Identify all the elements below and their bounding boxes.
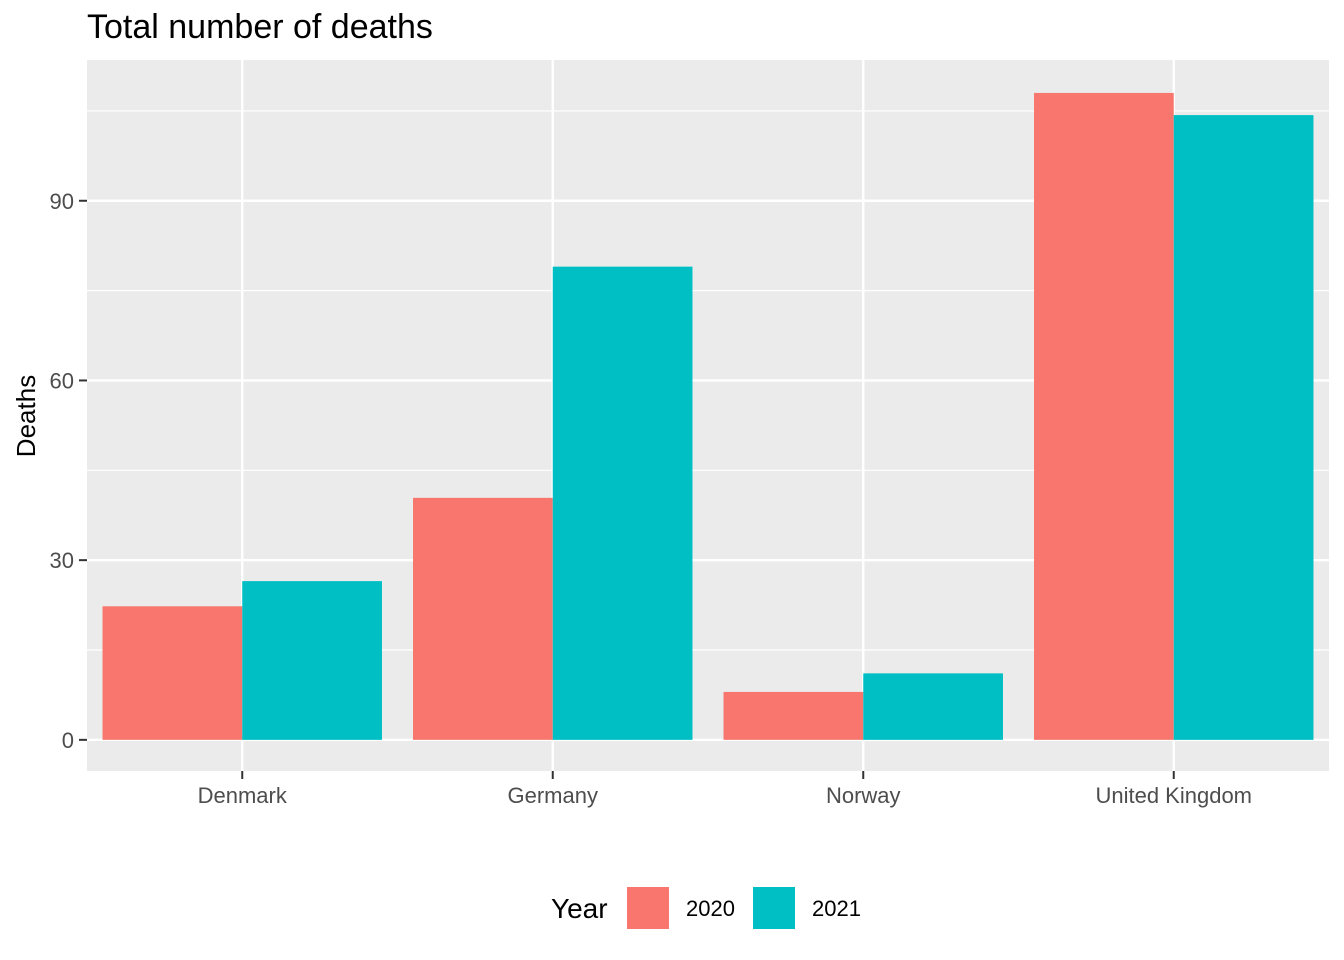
legend-label-2020: 2020	[686, 896, 735, 921]
x-tick-label: United Kingdom	[1095, 783, 1252, 808]
legend-label-2021: 2021	[812, 896, 861, 921]
x-tick-label: Germany	[508, 783, 598, 808]
y-axis-label: Deaths	[11, 375, 41, 457]
legend: Year 2020 2021	[551, 887, 861, 929]
x-tick-label: Denmark	[198, 783, 288, 808]
chart-title: Total number of deaths	[87, 8, 433, 46]
y-axis: 0 30 60 90	[50, 189, 87, 753]
bars	[102, 92, 1314, 740]
y-tick-label: 60	[50, 368, 74, 393]
bar-2021-united-kingdom	[1173, 115, 1314, 740]
legend-key-2021	[753, 887, 795, 929]
bar-2020-denmark	[102, 606, 243, 740]
bar-2020-norway	[723, 691, 864, 740]
legend-title: Year	[551, 893, 608, 924]
y-tick-label: 30	[50, 548, 74, 573]
bar-2021-norway	[863, 673, 1003, 740]
y-tick-label: 0	[62, 728, 74, 753]
x-axis: Denmark Germany Norway United Kingdom	[198, 771, 1252, 808]
y-tick-label: 90	[50, 189, 74, 214]
legend-key-2020	[627, 887, 669, 929]
bar-2021-denmark	[242, 581, 382, 740]
bar-2021-germany	[552, 266, 693, 740]
x-tick-label: Norway	[826, 783, 901, 808]
bar-2020-germany	[413, 497, 553, 740]
bar-2020-united-kingdom	[1034, 92, 1174, 740]
